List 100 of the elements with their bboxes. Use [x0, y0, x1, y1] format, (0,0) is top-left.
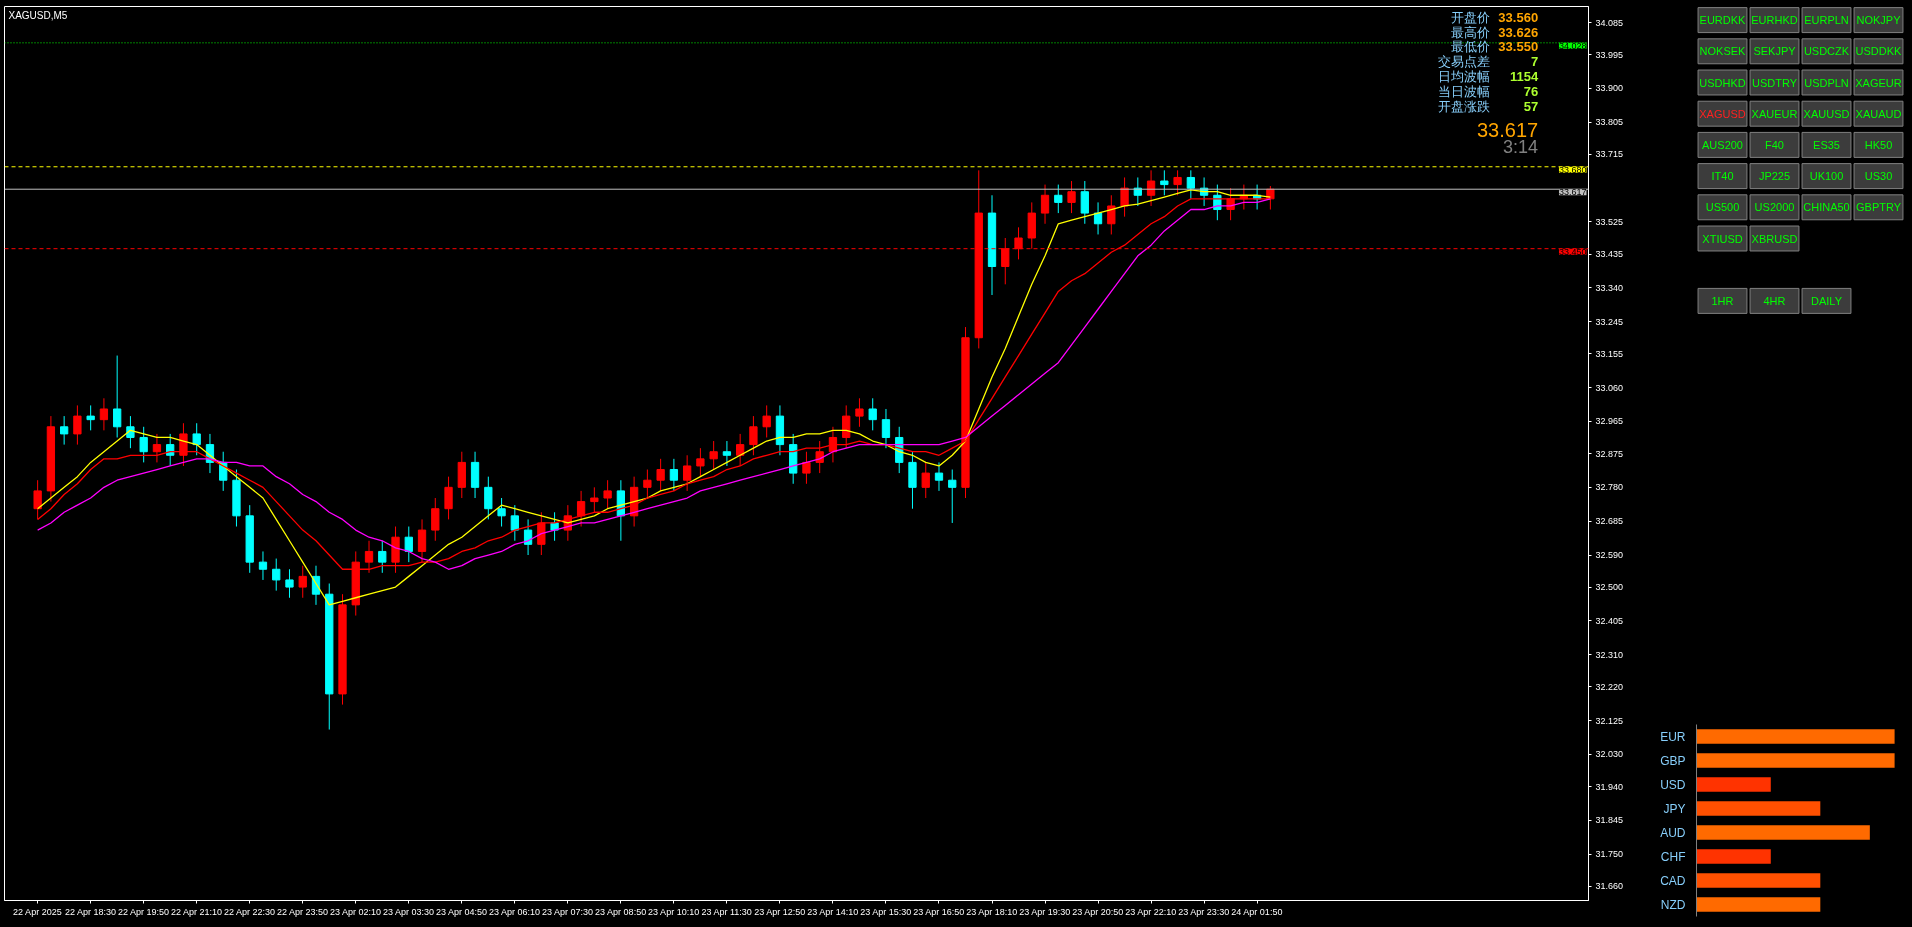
text: SEKJPY: [1753, 45, 1797, 58]
y-tick-label: CAD: [1660, 873, 1686, 888]
x-tick-label: 22 Apr 18:30: [64, 906, 116, 917]
text: USDCZK: [1803, 45, 1850, 58]
bar: [1696, 849, 1771, 864]
y-tick-label: GBP: [1660, 753, 1686, 768]
text: 33.550: [1498, 39, 1539, 55]
bar: [1696, 825, 1870, 840]
text: 1154: [1509, 69, 1539, 85]
candlestick: [868, 397, 877, 431]
candlestick: [73, 404, 82, 446]
candlestick: [1173, 169, 1182, 196]
x-tick-label: 22 Apr 21:10: [170, 906, 222, 917]
candlestick: [1146, 169, 1156, 207]
y-tick-label: 32.685: [1595, 516, 1624, 527]
text: 76: [1523, 83, 1539, 99]
x-tick-label: 23 Apr 08:50: [595, 906, 647, 917]
text: NOKJPY: [1856, 14, 1902, 27]
text: ES35: [1813, 138, 1840, 151]
candlestick: [404, 526, 413, 563]
ref-line-label: 33.680: [1558, 164, 1587, 175]
y-tick-label: CHF: [1660, 849, 1686, 864]
candlestick: [855, 397, 864, 428]
candlestick: [497, 497, 506, 528]
x-tick-label: 22 Apr 19:50: [117, 906, 169, 917]
y-tick-label: 32.590: [1595, 550, 1624, 561]
text: 57: [1523, 98, 1539, 114]
y-tick-label: 33.155: [1595, 348, 1624, 359]
y-tick-label: 32.965: [1595, 416, 1624, 427]
text: EURPLN: [1804, 14, 1849, 27]
text: 交易点差: [1438, 54, 1491, 70]
text: USDHKD: [1699, 76, 1746, 89]
text: 7: [1530, 54, 1539, 70]
x-tick-label: 23 Apr 10:10: [648, 906, 700, 917]
y-tick-label: JPY: [1663, 801, 1686, 816]
candlestick: [258, 550, 268, 581]
candlestick: [576, 490, 586, 528]
y-tick-label: 33.340: [1595, 282, 1624, 293]
candlestick: [643, 469, 652, 499]
y-tick-label: AUD: [1660, 825, 1686, 840]
text: 3:14: [1503, 137, 1539, 158]
candlestick: [656, 458, 665, 492]
candlestick: [444, 476, 453, 520]
candlestick: [722, 440, 732, 467]
y-tick-label: 33.805: [1595, 117, 1624, 128]
text: 开盘涨跌: [1438, 98, 1491, 114]
text: UK100: [1809, 170, 1844, 183]
y-tick-label: 31.750: [1595, 849, 1624, 860]
text: US30: [1864, 170, 1893, 183]
candlestick: [1107, 194, 1116, 235]
ref-line-label: 34.028: [1558, 40, 1587, 51]
x-tick-label: 23 Apr 22:10: [1125, 906, 1177, 917]
y-tick-label: 33.525: [1595, 216, 1624, 227]
x-tick-label: 22 Apr 22:30: [223, 906, 275, 917]
ref-line-label: 33.617: [1558, 187, 1587, 198]
candlestick: [948, 469, 957, 524]
y-tick-label: NZD: [1660, 897, 1686, 912]
candlestick: [921, 461, 930, 499]
y-tick-label: 34.085: [1595, 17, 1624, 28]
x-tick-label: 23 Apr 06:10: [489, 906, 541, 917]
text: JP225: [1758, 170, 1791, 183]
candlestick: [1133, 176, 1142, 207]
x-tick-label: 23 Apr 11:30: [701, 906, 752, 917]
text: EURHKD: [1751, 14, 1798, 27]
text: XAUAUD: [1855, 107, 1902, 120]
text: 1HR: [1711, 294, 1734, 307]
candlestick: [669, 458, 679, 492]
text: XAUUSD: [1803, 107, 1850, 120]
x-tick-label: 23 Apr 20:50: [1072, 906, 1124, 917]
candlestick: [99, 397, 109, 431]
candlestick: [1120, 176, 1129, 218]
text: F40: [1765, 138, 1784, 151]
candlestick: [802, 451, 811, 485]
y-tick-label: 32.310: [1595, 649, 1624, 660]
y-tick-label: EUR: [1660, 729, 1686, 744]
x-tick-label: 23 Apr 18:10: [966, 906, 1018, 917]
bar: [1696, 801, 1821, 816]
candlestick: [1080, 180, 1089, 225]
text: XAGEUR: [1855, 76, 1902, 89]
y-tick-label: 31.660: [1595, 881, 1624, 892]
text: USDDKK: [1855, 45, 1903, 58]
text: USDTRY: [1751, 76, 1798, 89]
candlestick: [696, 447, 705, 478]
text: US500: [1705, 201, 1740, 214]
x-tick-label: 23 Apr 23:30: [1178, 906, 1230, 917]
text: DAILY: [1811, 294, 1843, 307]
text: XAUEUR: [1751, 107, 1798, 120]
bar: [1696, 729, 1895, 744]
x-tick-label: 23 Apr 15:30: [860, 906, 912, 917]
candlestick: [1040, 184, 1050, 225]
y-tick-label: 33.900: [1595, 83, 1624, 94]
candlestick: [1093, 201, 1103, 235]
candlestick: [510, 504, 519, 542]
y-tick-label: 33.435: [1595, 249, 1624, 260]
candlestick: [431, 497, 440, 542]
y-tick-label: USD: [1660, 777, 1686, 792]
text: XAGUSD: [1699, 107, 1746, 120]
x-tick-label: 23 Apr 16:50: [913, 906, 965, 917]
bar: [1696, 873, 1821, 888]
y-tick-label: 31.940: [1595, 781, 1624, 792]
